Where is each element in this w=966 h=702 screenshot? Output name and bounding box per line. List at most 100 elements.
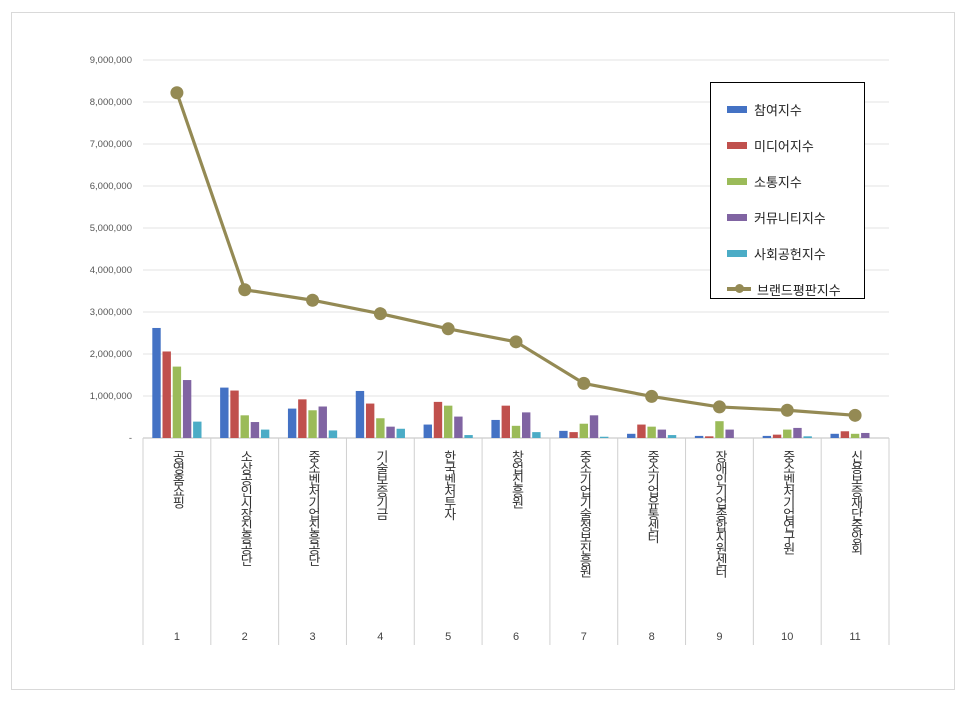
y-tick-label: 3,000,000 [90, 307, 132, 318]
line-point [645, 390, 658, 403]
bar [173, 367, 181, 438]
category-label: 중소기업기술정보진흥원 [576, 450, 591, 578]
line-point [238, 283, 251, 296]
line-point [306, 294, 319, 307]
bar [183, 380, 191, 438]
bar [725, 430, 733, 438]
legend-item: 소통지수 [727, 163, 864, 199]
category-label: 한국벤처투자 [441, 450, 456, 521]
legend-line-swatch [727, 287, 751, 291]
category-label: 중소벤처기업진흥공단 [305, 450, 320, 567]
y-tick-label: 8,000,000 [90, 97, 132, 108]
bar [288, 409, 296, 438]
bar [658, 430, 666, 438]
bar [559, 431, 567, 438]
line-point [577, 377, 590, 390]
bar [580, 424, 588, 438]
bar [851, 434, 859, 438]
bar [230, 391, 238, 438]
bar [763, 436, 771, 438]
legend-swatch [727, 250, 747, 257]
category-label: 중소벤처기업연구원 [780, 450, 795, 555]
category-label: 신용보증재단중앙회 [848, 450, 863, 555]
y-tick-label: 9,000,000 [90, 55, 132, 66]
legend-swatch [727, 214, 747, 221]
bar [668, 435, 676, 438]
bar [220, 388, 228, 438]
rank-label: 2 [242, 631, 248, 643]
bar [590, 415, 598, 438]
y-tick-label: 1,000,000 [90, 391, 132, 402]
legend-swatch [727, 106, 747, 113]
bar [491, 420, 499, 438]
y-tick-label: 5,000,000 [90, 223, 132, 234]
category-label: 기술보증기금 [373, 450, 388, 521]
y-tick-label: 2,000,000 [90, 349, 132, 360]
bar [464, 435, 472, 438]
line-point [849, 409, 862, 422]
legend-label: 미디어지수 [754, 136, 814, 155]
bar [627, 434, 635, 438]
rank-label: 11 [849, 631, 860, 643]
bar [773, 435, 781, 438]
bar [298, 399, 306, 438]
line-point [510, 335, 523, 348]
legend-label: 소통지수 [754, 172, 802, 191]
bar [319, 407, 327, 439]
bar [366, 404, 374, 438]
legend-item: 브랜드평판지수 [727, 271, 864, 307]
bar [830, 434, 838, 438]
y-tick-label: 6,000,000 [90, 181, 132, 192]
y-tick-label: - [129, 433, 132, 444]
category-label: 창업진흥원 [509, 450, 524, 509]
line-point [170, 86, 183, 99]
bar [376, 418, 384, 438]
bar [695, 436, 703, 438]
legend-label: 참여지수 [754, 100, 802, 119]
bar [424, 425, 432, 438]
legend-item: 커뮤니티지수 [727, 199, 864, 235]
rank-label: 10 [781, 631, 793, 643]
bar [397, 429, 405, 438]
bar [715, 421, 723, 438]
bar [241, 415, 249, 438]
bar [512, 426, 520, 438]
bar [569, 432, 577, 438]
line-point [713, 400, 726, 413]
bar [637, 425, 645, 438]
category-label: 공영홈쇼핑 [169, 450, 184, 509]
rank-label: 4 [377, 631, 383, 643]
bar [163, 351, 171, 438]
line-point [781, 404, 794, 417]
legend-marker [735, 284, 744, 293]
category-label: 장애인기업종합지원센터 [712, 450, 727, 578]
bar [522, 412, 530, 438]
legend-label: 브랜드평판지수 [757, 280, 841, 299]
legend-swatch [727, 178, 747, 185]
bar [261, 430, 269, 438]
bar [705, 436, 713, 438]
bar [251, 422, 259, 438]
category-label: 중소기업유통센터 [644, 450, 659, 544]
legend-swatch [727, 142, 747, 149]
bar [356, 391, 364, 438]
rank-label: 9 [716, 631, 722, 643]
bar [647, 427, 655, 438]
bar [600, 437, 608, 438]
y-tick-label: 4,000,000 [90, 265, 132, 276]
legend-label: 사회공헌지수 [754, 244, 826, 263]
y-tick-label: 7,000,000 [90, 139, 132, 150]
bar [532, 432, 540, 438]
bar [454, 417, 462, 438]
bar [783, 430, 791, 438]
legend-item: 참여지수 [727, 91, 864, 127]
bar [841, 431, 849, 438]
legend-item: 미디어지수 [727, 127, 864, 163]
bar [793, 428, 801, 438]
rank-label: 8 [649, 631, 655, 643]
bar [434, 402, 442, 438]
bar [803, 436, 811, 438]
rank-label: 6 [513, 631, 519, 643]
bar [308, 410, 316, 438]
bar [444, 406, 452, 438]
